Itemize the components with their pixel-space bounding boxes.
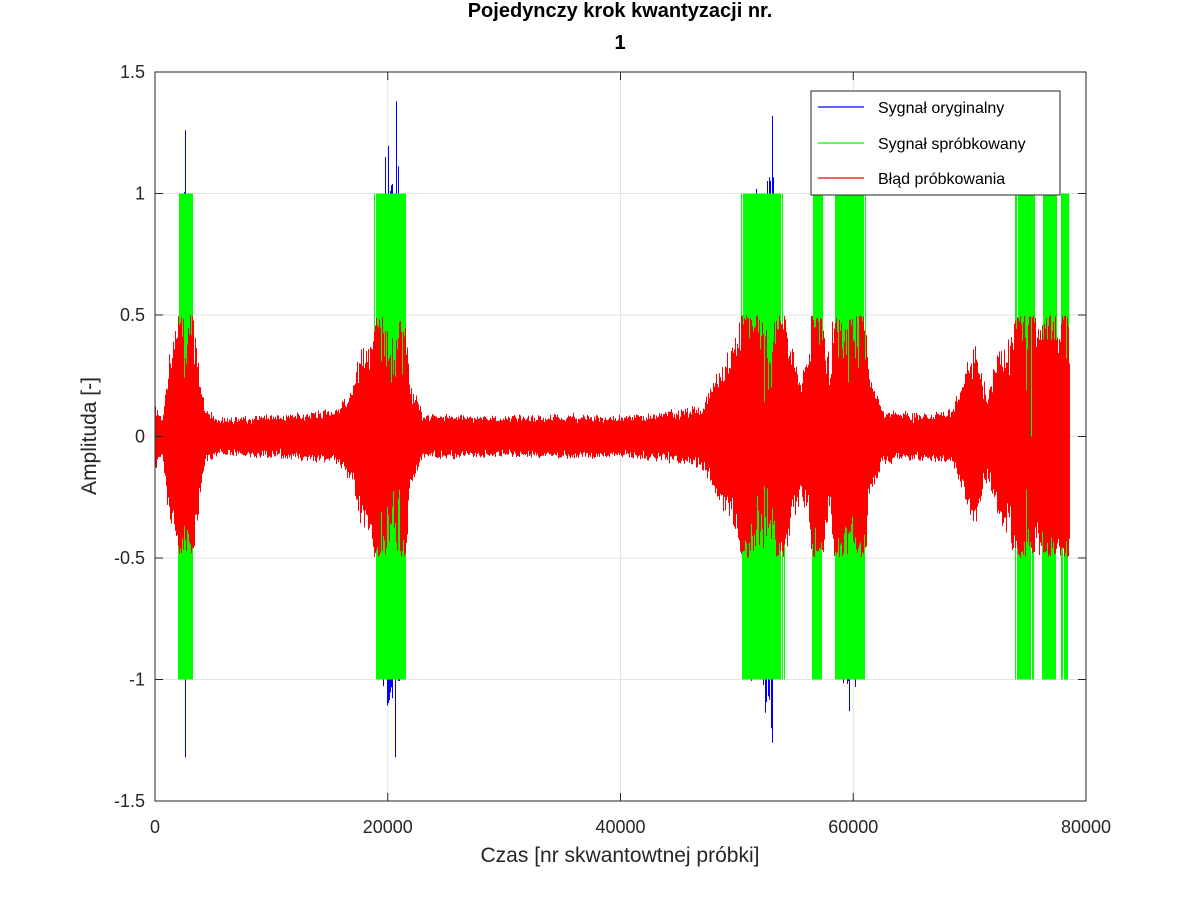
y-tick-label-6: -1.5 <box>114 791 145 811</box>
x-tick-label-1: 20000 <box>363 817 413 837</box>
legend-label-error: Błąd próbkowania <box>878 171 1005 188</box>
legend: Sygnał oryginalny Sygnał spróbkowany Błą… <box>810 90 1061 196</box>
x-tick-label-2: 40000 <box>595 817 645 837</box>
x-tick-label-0: 0 <box>150 817 160 837</box>
y-tick-label-5: -1 <box>129 670 145 690</box>
y-tick-label-1: 1 <box>135 184 145 204</box>
y-tick-label-2: 0.5 <box>120 305 145 325</box>
ticks: 0 20000 40000 60000 80000 1.5 1 0.5 0 -0.5 -1 -1.5 <box>114 62 1111 837</box>
y-tick-label-0: 1.5 <box>120 62 145 82</box>
x-tick-label-3: 60000 <box>828 817 878 837</box>
y-tick-label-4: -0.5 <box>114 548 145 568</box>
y-axis-label: Amplituda [-] <box>78 377 101 495</box>
legend-label-sampled: Sygnał spróbkowany <box>878 136 1026 153</box>
y-tick-label-3: 0 <box>135 427 145 447</box>
x-tick-label-4: 80000 <box>1061 817 1111 837</box>
x-axis-label: Czas [nr skwantowtnej próbki] <box>481 844 760 867</box>
chart-title-line1: Pojedynczy krok kwantyzacji nr. <box>468 0 773 22</box>
legend-label-original: Sygnał oryginalny <box>878 100 1004 117</box>
chart-title-line2: 1 <box>614 32 625 54</box>
